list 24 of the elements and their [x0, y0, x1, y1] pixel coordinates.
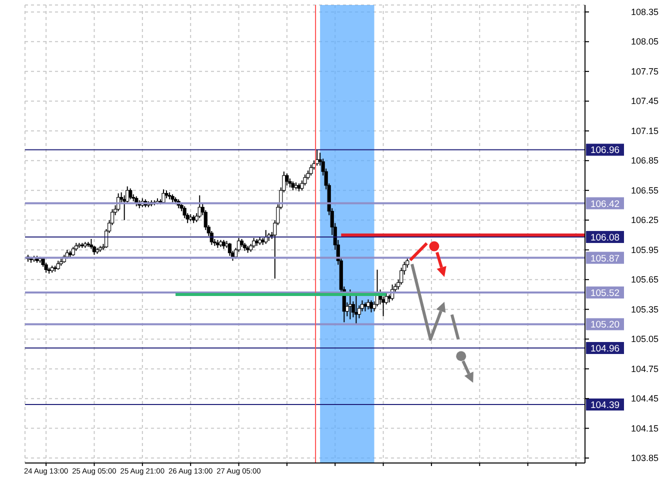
ref-line-label: 105.87: [590, 253, 620, 264]
y-tick-label: 108.35: [631, 6, 659, 17]
y-tick-label: 107.15: [631, 126, 659, 136]
y-tick-label: 103.85: [631, 453, 659, 464]
ref-line-label: 106.42: [590, 198, 620, 210]
y-tick-label: 106.25: [631, 215, 659, 226]
y-tick-label: 105.95: [631, 244, 659, 255]
y-tick-label: 107.45: [631, 96, 659, 106]
y-tick-label: 104.15: [631, 423, 659, 434]
y-tick-label: 105.05: [631, 334, 659, 344]
y-tick-label: 104.75: [631, 364, 659, 374]
y-tick-label: 104.45: [631, 394, 659, 404]
y-tick-label: 108.05: [631, 36, 659, 47]
y-tick-label: 107.75: [631, 66, 659, 76]
ref-line-label: 104.39: [590, 400, 620, 412]
ref-line-label: 104.96: [590, 344, 620, 355]
y-tick-label: 106.85: [631, 156, 659, 166]
ref-line-label: 105.20: [590, 320, 620, 331]
ref-line-label: 106.96: [590, 145, 620, 156]
y-tick-label: 105.35: [631, 304, 659, 314]
y-tick-label: 105.65: [631, 274, 659, 285]
ref-line-label: 105.52: [590, 288, 620, 299]
y-tick-label: 106.55: [631, 185, 659, 196]
ref-line-label: 106.08: [590, 232, 620, 244]
